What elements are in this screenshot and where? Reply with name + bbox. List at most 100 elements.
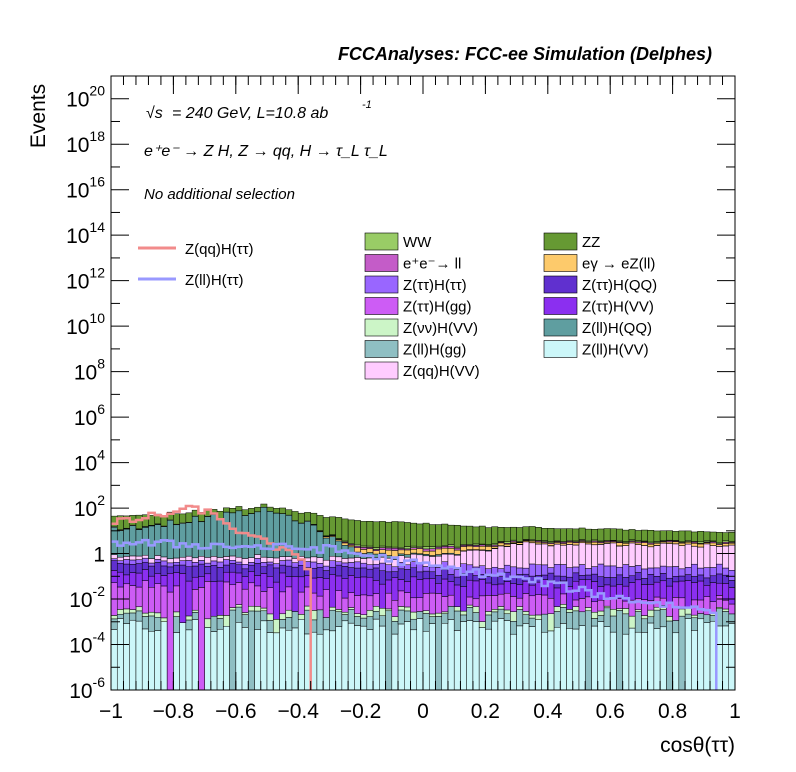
bar [491,620,499,691]
bar [141,569,149,581]
bar [591,611,598,619]
bar [279,613,286,620]
legend-swatch [543,340,578,358]
bar [572,628,580,691]
bar [522,567,530,575]
bar [684,567,692,575]
bar [135,572,143,588]
bar [316,577,324,597]
bar [447,574,455,582]
bar [241,627,249,691]
bar [672,581,680,598]
bar [491,609,499,613]
bar [410,576,418,599]
bar [697,567,705,576]
bar [684,541,692,545]
legend-label: WW [403,234,432,251]
bar [441,613,449,624]
bar [541,528,549,541]
bar [110,618,118,630]
bar [135,586,143,608]
bar [341,566,349,579]
bar [535,619,542,691]
y-tick-label: 1012 [66,265,105,294]
bar [572,528,580,542]
bar [584,528,592,541]
bar [634,609,642,612]
bar [285,559,293,567]
bar [634,565,642,573]
bar [441,547,449,554]
y-tick-label: 1010 [66,310,105,339]
bar [204,562,212,567]
bar [709,567,717,577]
bar [248,564,255,572]
bar [560,575,567,582]
bar [591,573,598,582]
bar [497,606,505,610]
bar [591,529,598,541]
bar [641,545,648,570]
bar [597,599,605,612]
bar [566,628,574,691]
bar [123,612,130,624]
bar [391,616,399,622]
bar [354,567,361,578]
bar [728,544,736,571]
bar [160,560,168,567]
bar [372,547,380,550]
bar [435,548,442,555]
bar [347,519,355,544]
overlay-lines [111,504,718,690]
bar [397,606,405,611]
bar [478,627,486,691]
bar [547,543,555,546]
bar [354,595,361,614]
bar [528,614,536,619]
bar [516,567,524,575]
bar [609,631,617,691]
bar [466,525,474,545]
bar [322,629,330,691]
bar [166,558,174,564]
bar [453,610,461,631]
bar [684,607,692,615]
bar [603,599,611,607]
series-6 [110,557,736,581]
bar [597,615,605,622]
bar [716,546,723,565]
bar [572,572,580,582]
bar [528,595,536,616]
bar [360,576,368,596]
bar [254,585,262,607]
bar [285,509,293,516]
bar [447,619,455,691]
bar [204,557,212,564]
bar [391,547,399,551]
overlay-line-0 [111,504,312,690]
legend-label: Z(qq)H(ττ) [185,241,254,258]
bar [248,571,255,584]
bar [341,578,349,599]
bar [354,557,361,563]
y-tick-label: 1016 [66,174,105,203]
bar [503,620,511,691]
series-12 [110,503,736,548]
bar [185,512,193,523]
bar [447,544,455,547]
bar [697,531,705,543]
bar [697,618,705,691]
overlay-line-1 [111,538,718,690]
bar [716,595,723,608]
bar [397,568,405,580]
bar [254,563,262,576]
bar [310,556,318,563]
bar [266,564,274,577]
bar [653,543,661,546]
bar [466,607,474,621]
bar [460,586,467,612]
bar [578,527,586,540]
bar [709,582,717,602]
bar [123,556,130,560]
bar [684,613,692,619]
